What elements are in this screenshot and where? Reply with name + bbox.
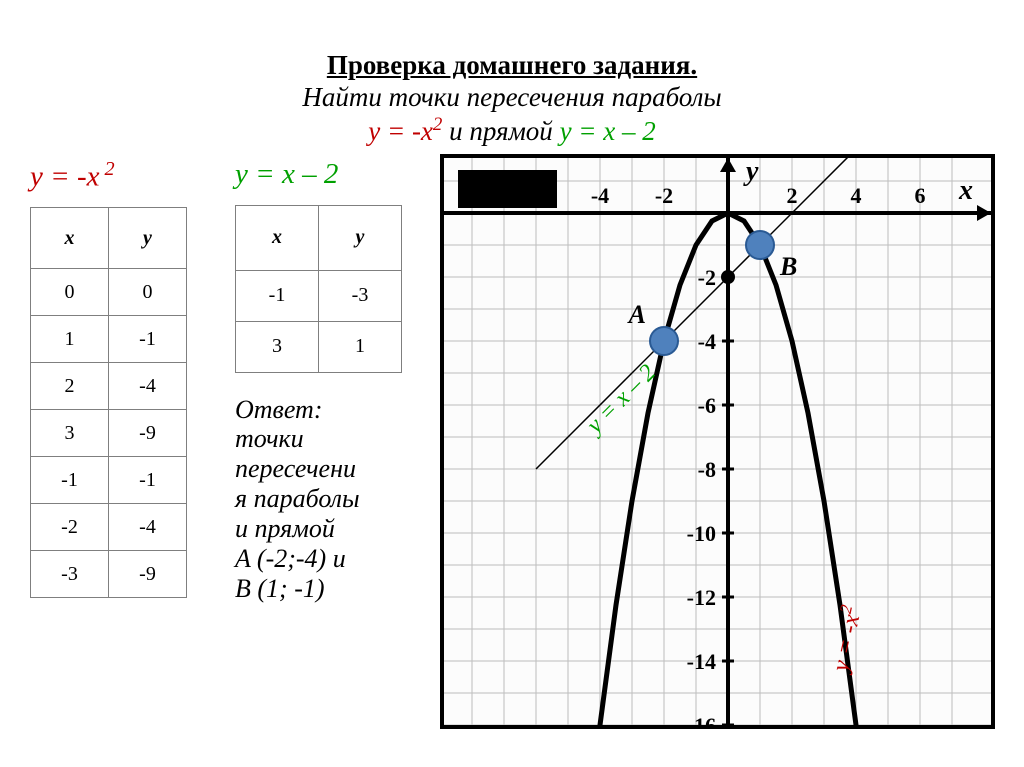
answer-line: я параболы [235,484,420,514]
table-cell: -1 [31,457,109,504]
svg-text:-6: -6 [698,393,716,418]
svg-text:-4: -4 [698,329,716,354]
svg-text:-10: -10 [687,521,716,546]
table-cell: 3 [31,410,109,457]
svg-text:-4: -4 [591,183,609,208]
header: Проверка домашнего задания. Найти точки … [0,0,1024,148]
table-cell: -4 [109,363,187,410]
table-cell: -3 [319,270,402,321]
table-cell: -9 [109,410,187,457]
table-cell: 0 [31,269,109,316]
eq-parabola: y = -x2 [368,116,442,146]
table-row: 1-1 [31,316,187,363]
answer-block: Ответ: точки пересечени я параболы и пря… [235,395,420,604]
svg-text:-12: -12 [687,585,716,610]
col-x: x [236,205,319,270]
table-cell: 2 [31,363,109,410]
svg-text:-2: -2 [698,265,716,290]
answer-line: B (1; -1) [235,574,420,604]
chart: -8-6-4-2246-2-4-6-8-10-12-14-16yxAB y = … [440,154,995,729]
parabola-equation-label: y = -x 2 [30,158,210,194]
table-cell: -1 [109,457,187,504]
answer-line: Ответ: [235,395,420,425]
col-y: y [109,208,187,269]
table-cell: -1 [236,270,319,321]
conjunction: и прямой [442,116,559,146]
svg-text:2: 2 [787,183,798,208]
left-column: y = -x 2 x y 001-12-43-9-1-1-2-4-3-9 [30,158,210,599]
subtitle: Найти точки пересечения параболы [0,82,1024,114]
table-row: -1-3 [236,270,402,321]
equations-line: y = -x2 и прямой y = x – 2 [0,114,1024,148]
answer-line: A (-2;-4) и [235,544,420,574]
table-row: -1-1 [31,457,187,504]
table-row: 2-4 [31,363,187,410]
table-cell: 3 [236,321,319,372]
mid-column: y = x – 2 x y -1-331 Ответ: точки пересе… [235,158,420,604]
table-row: 31 [236,321,402,372]
table-cell: -4 [109,504,187,551]
table-row: 3-9 [31,410,187,457]
table-cell: -1 [109,316,187,363]
answer-line: пересечени [235,454,420,484]
svg-text:y: y [743,158,759,187]
table-cell: -9 [109,551,187,598]
answer-line: точки [235,424,420,454]
blackbox [458,170,557,208]
svg-text:-14: -14 [687,649,716,674]
table-cell: -2 [31,504,109,551]
eq-line: y = x – 2 [560,116,656,146]
svg-text:B: B [779,252,797,281]
line-equation-label: y = x – 2 [235,158,420,191]
table-row: -3-9 [31,551,187,598]
table-cell: 0 [109,269,187,316]
table-cell: 1 [31,316,109,363]
svg-text:-8: -8 [698,457,716,482]
table-row: 00 [31,269,187,316]
answer-line: и прямой [235,514,420,544]
svg-text:x: x [958,175,973,206]
parabola-table: x y 001-12-43-9-1-1-2-4-3-9 [30,207,187,598]
table-cell: 1 [319,321,402,372]
svg-text:4: 4 [851,183,862,208]
page-title: Проверка домашнего задания. [0,50,1024,82]
table-row: -2-4 [31,504,187,551]
svg-text:A: A [627,300,646,329]
line-table: x y -1-331 [235,205,402,373]
svg-text:-16: -16 [687,713,716,725]
table-cell: -3 [31,551,109,598]
svg-text:6: 6 [915,183,926,208]
col-x: x [31,208,109,269]
col-y: y [319,205,402,270]
svg-text:-2: -2 [655,183,673,208]
